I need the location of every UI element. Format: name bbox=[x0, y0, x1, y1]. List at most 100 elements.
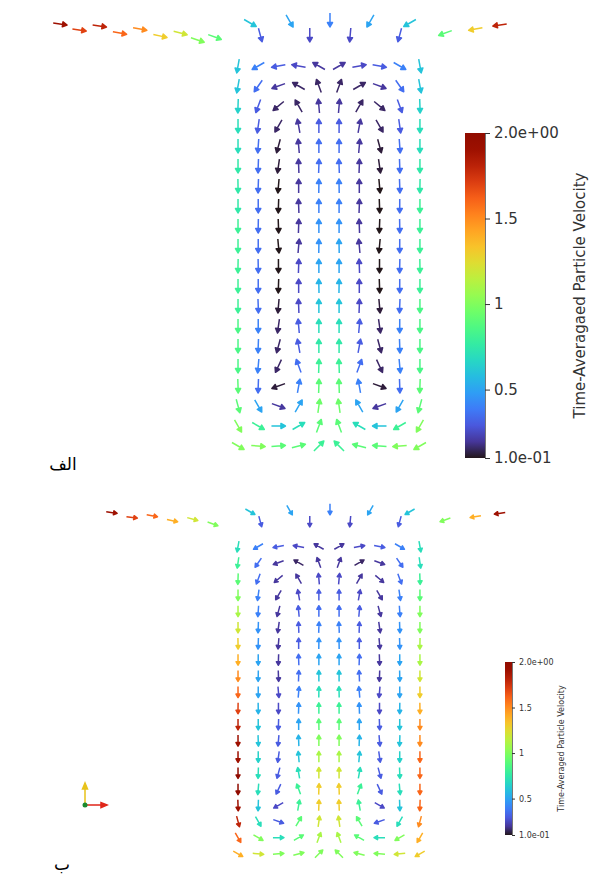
velocity-arrow bbox=[316, 139, 321, 153]
velocity-arrow bbox=[398, 719, 402, 730]
velocity-arrow bbox=[337, 339, 342, 353]
velocity-arrow bbox=[295, 379, 302, 394]
velocity-arrow bbox=[398, 670, 402, 681]
colorbar-tick-mark bbox=[485, 133, 490, 134]
velocity-arrow bbox=[356, 589, 362, 601]
velocity-arrow bbox=[377, 259, 382, 273]
velocity-arrow bbox=[372, 401, 387, 411]
velocity-arrow bbox=[291, 420, 306, 431]
velocity-arrow bbox=[236, 319, 241, 333]
velocity-arrow bbox=[271, 443, 285, 449]
velocity-arrow bbox=[357, 638, 361, 649]
orientation-axes bbox=[83, 783, 108, 808]
velocity-arrow bbox=[377, 670, 381, 681]
velocity-arrow bbox=[316, 359, 322, 373]
velocity-arrow bbox=[417, 557, 422, 568]
velocity-arrow bbox=[235, 379, 241, 393]
velocity-arrow bbox=[255, 119, 262, 134]
velocity-arrow bbox=[317, 735, 321, 746]
velocity-arrow bbox=[317, 784, 321, 795]
tray-velocity-arrow bbox=[395, 28, 403, 43]
tray-velocity-arrow bbox=[256, 28, 264, 43]
velocity-arrow bbox=[374, 359, 384, 374]
velocity-arrow bbox=[275, 299, 281, 313]
velocity-arrow bbox=[418, 654, 422, 665]
velocity-arrow bbox=[378, 703, 382, 714]
velocity-arrow bbox=[395, 557, 405, 568]
velocity-arrow bbox=[375, 339, 383, 354]
colorbar-title: Time-Averagaed Particle Velocity bbox=[571, 172, 589, 419]
velocity-arrow bbox=[418, 703, 422, 714]
velocity-arrow bbox=[357, 719, 361, 730]
velocity-arrow bbox=[417, 359, 422, 373]
velocity-arrow bbox=[417, 179, 422, 193]
velocity-arrow bbox=[275, 767, 282, 779]
velocity-arrow bbox=[313, 542, 325, 551]
velocity-arrow bbox=[236, 784, 240, 795]
velocity-arrow bbox=[375, 139, 383, 154]
velocity-arrow bbox=[252, 542, 264, 551]
velocity-arrow bbox=[374, 851, 385, 856]
velocity-arrow bbox=[271, 381, 286, 391]
velocity-arrow bbox=[275, 319, 282, 334]
velocity-arrow bbox=[417, 299, 422, 313]
velocity-arrow bbox=[317, 590, 321, 601]
velocity-arrow bbox=[276, 638, 281, 649]
velocity-arrow bbox=[256, 654, 260, 665]
velocity-arrow bbox=[316, 379, 322, 393]
velocity-arrow bbox=[236, 299, 241, 313]
velocity-arrow bbox=[418, 670, 422, 681]
velocity-arrow bbox=[374, 119, 385, 134]
velocity-arrow bbox=[372, 443, 386, 449]
velocity-arrow bbox=[317, 638, 321, 649]
velocity-arrow bbox=[337, 654, 341, 665]
velocity-arrow bbox=[417, 119, 422, 133]
colorbar-tick-mark bbox=[485, 390, 490, 391]
velocity-arrow bbox=[337, 800, 341, 811]
velocity-arrow bbox=[376, 605, 383, 617]
velocity-arrow bbox=[397, 299, 403, 313]
velocity-arrow bbox=[236, 219, 241, 233]
velocity-arrow bbox=[337, 139, 342, 153]
velocity-arrow bbox=[291, 62, 306, 69]
velocity-arrow bbox=[357, 179, 362, 193]
velocity-arrow bbox=[235, 99, 241, 113]
velocity-arrow bbox=[232, 419, 243, 434]
colorbar-tick: 1.5 bbox=[512, 704, 532, 713]
velocity-arrow bbox=[357, 606, 362, 617]
orientation-axis-z bbox=[83, 803, 88, 808]
velocity-arrow bbox=[236, 703, 240, 714]
velocity-arrow bbox=[274, 589, 283, 601]
velocity-arrow bbox=[414, 849, 426, 858]
colorbar-tick-mark bbox=[512, 799, 515, 800]
velocity-arrow bbox=[333, 542, 345, 551]
velocity-arrow bbox=[377, 279, 383, 293]
velocity-arrow bbox=[374, 574, 385, 584]
page: 2.0e+001.510.51.0e-01Time-Averagaed Part… bbox=[0, 0, 600, 888]
colorbar-tick-mark bbox=[512, 708, 515, 709]
velocity-arrow bbox=[354, 558, 366, 567]
velocity-arrow bbox=[337, 622, 341, 633]
velocity-arrow bbox=[397, 589, 402, 600]
velocity-arrow bbox=[295, 119, 302, 134]
colorbar-tick-label: 0.5 bbox=[519, 795, 532, 804]
velocity-arrow bbox=[417, 319, 422, 333]
velocity-arrow bbox=[393, 443, 407, 449]
velocity-arrow bbox=[236, 687, 240, 698]
velocity-arrow bbox=[354, 99, 365, 114]
velocity-arrow bbox=[275, 605, 282, 617]
velocity-arrow bbox=[273, 119, 284, 134]
colorbar-tick-label: 2.0e+00 bbox=[519, 658, 554, 667]
velocity-arrow bbox=[255, 179, 261, 193]
colorbar-title: Time-Averaged Particle Velocity bbox=[557, 685, 566, 813]
colorbar-group: 2.0e+001.510.51.0e-01Time-Averagaed Part… bbox=[465, 124, 589, 467]
orientation-axis-x bbox=[85, 803, 107, 808]
velocity-arrow bbox=[256, 622, 260, 633]
velocity-arrow bbox=[398, 800, 402, 811]
velocity-arrow bbox=[376, 299, 382, 313]
velocity-arrow bbox=[317, 670, 321, 681]
colorbar-tick: 2.0e+00 bbox=[512, 658, 554, 667]
tray-velocity-arrow bbox=[308, 516, 312, 527]
velocity-arrow bbox=[256, 259, 261, 273]
colorbar bbox=[505, 662, 512, 835]
